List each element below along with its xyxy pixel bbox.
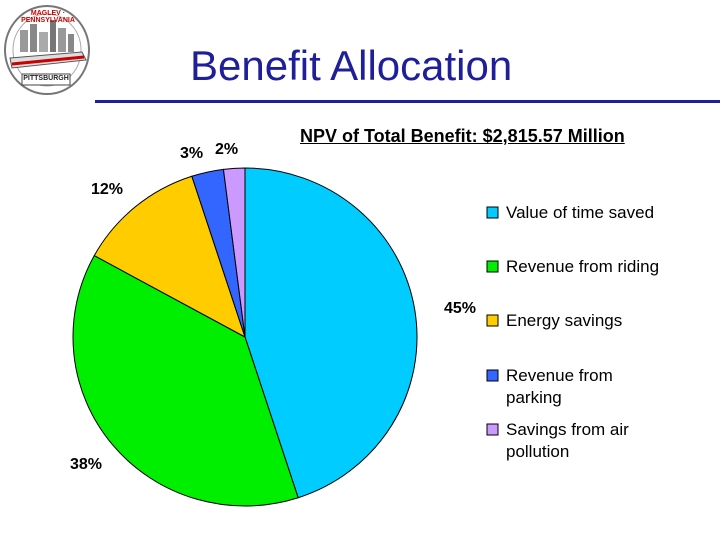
pie-slice-3: [93, 175, 246, 339]
legend-label-2: Revenue from riding: [506, 257, 659, 276]
pie-slice-5: [222, 167, 246, 338]
pie-slice-2: [72, 254, 299, 507]
legend-swatch-2: [486, 260, 499, 273]
legend-swatch-3: [486, 314, 499, 327]
legend-swatch-4: [486, 369, 499, 382]
slide-title: Benefit Allocation: [190, 42, 513, 89]
chart-subtitle: NPV of Total Benefit: $2,815.57 Million: [300, 126, 625, 146]
slice-label-3: 12%: [91, 181, 123, 198]
logo-text-top: MAGLEV · PENNSYLVANIA: [21, 10, 75, 24]
legend-swatch-5: [486, 423, 499, 436]
legend-label-4: Revenue from parking: [506, 366, 613, 407]
legend-label-3: Energy savings: [506, 311, 622, 330]
legend-label-1: Value of time saved: [506, 203, 654, 222]
logo-text-bottom: PITTSBURGH: [23, 75, 69, 82]
maglev-pennsylvania-logo: MAGLEV · PENNSYLVANIA PITTSBURGH: [0, 0, 95, 100]
slice-label-5: 2%: [215, 141, 238, 158]
slice-label-1: 45%: [444, 300, 476, 317]
slice-label-2: 38%: [70, 456, 102, 473]
logo-graphic: [4, 5, 90, 95]
chart-legend: Value of time saved Revenue from riding En…: [486, 203, 659, 461]
pie-slices: [72, 167, 418, 507]
legend-swatch-1: [486, 206, 499, 219]
slice-label-4: 3%: [180, 145, 203, 162]
pie-slice-1: [244, 167, 418, 499]
pie-labels: 45% 38% 12% 3% 2%: [70, 141, 476, 473]
title-divider: [95, 100, 720, 103]
legend-label-5: Savings from air pollution: [506, 420, 629, 461]
